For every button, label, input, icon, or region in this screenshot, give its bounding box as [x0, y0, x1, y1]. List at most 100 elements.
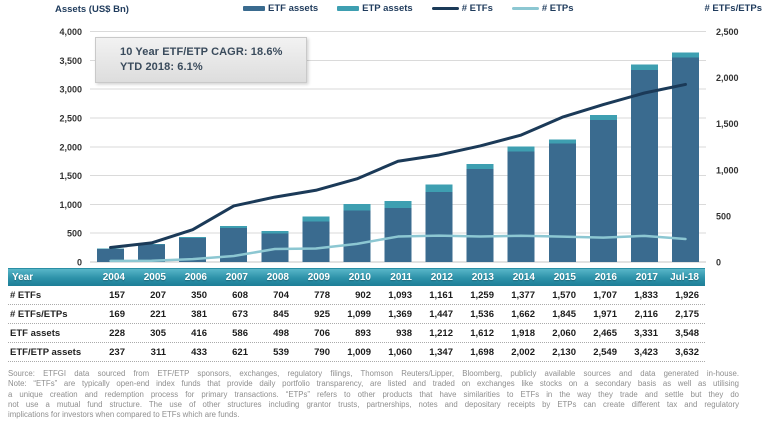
etf-assets-bar — [384, 207, 412, 262]
etp-assets-bar — [220, 226, 248, 229]
table-cell: 902 — [355, 289, 371, 301]
table-cell: 621 — [232, 346, 248, 358]
table-cell: 1,662 — [511, 308, 535, 320]
cagr-annotation-line2: YTD 2018: 6.1% — [120, 61, 203, 73]
table-cell: 305 — [150, 327, 166, 339]
legend-swatch — [431, 7, 459, 10]
right-axis-tick-label: 1,000 — [716, 165, 739, 175]
left-axis-title: Assets (US$ Bn) — [55, 4, 129, 15]
etf-assets-bar — [425, 192, 453, 262]
table-header-cell: 2012 — [430, 272, 453, 283]
right-axis-title: # ETFs/ETPs — [704, 3, 762, 14]
left-axis-tick-label: 1,500 — [59, 171, 82, 181]
etp-assets-bars — [97, 52, 699, 249]
source-footnotes: Source: ETFGI data sourced from ETF/ETP … — [8, 369, 739, 420]
table-cell: 2,130 — [552, 346, 576, 358]
table-cell: 586 — [232, 327, 248, 339]
etf-assets-bar — [302, 221, 330, 262]
n-etfs-line — [109, 82, 687, 250]
combo-chart: 05001,0001,5002,0002,5003,0003,5004,0000… — [59, 27, 739, 268]
right-axis-tick-labels: 0 500 1,000 1,500 2,000 2,500 — [716, 27, 739, 268]
table-cell: 1,447 — [429, 308, 453, 320]
n-etps-line — [109, 234, 687, 263]
table-cell: 1,093 — [388, 289, 412, 301]
etf-assets-bar — [589, 119, 617, 262]
etf-assets-bar — [97, 248, 125, 262]
table-header-year-label: Year — [12, 272, 34, 283]
table-cell: 1,926 — [675, 289, 699, 301]
table-cell: 3,423 — [634, 346, 658, 358]
table-header-cell: 2017 — [635, 272, 658, 283]
etp-assets-bar — [548, 139, 576, 144]
footnote-line: implications for investors when compared… — [8, 410, 240, 420]
table-cell: 1,369 — [388, 308, 412, 320]
table-cell: 893 — [355, 327, 371, 339]
right-axis-tick-label: 2,500 — [716, 27, 739, 37]
cagr-annotation: 10 Year ETF/ETP CAGR: 18.6% YTD 2018: 6.… — [95, 37, 307, 83]
table-cell: 1,099 — [347, 308, 371, 320]
table-header-cell: 2004 — [102, 272, 125, 283]
table-cell: 228 — [109, 327, 125, 339]
left-axis-tick-label: 2,500 — [59, 113, 82, 123]
etp-assets-bar — [671, 52, 699, 58]
legend-item-etfs: # ETFs — [431, 3, 493, 14]
left-axis-tick-label: 0 — [77, 258, 82, 268]
left-axis-tick-label: 3,500 — [59, 56, 82, 66]
table-cell: 1,347 — [429, 346, 453, 358]
left-axis-tick-label: 1,000 — [59, 200, 82, 210]
left-axis-tick-label: 3,000 — [59, 85, 82, 95]
table-cell: 2,549 — [593, 346, 617, 358]
table-cell: 381 — [191, 308, 207, 320]
table-row-label: # ETFs — [10, 289, 42, 301]
table-cell: 845 — [273, 308, 289, 320]
left-axis-tick-label: 500 — [67, 229, 82, 239]
table-header-cell: 2007 — [225, 272, 248, 283]
etf-assets-bar — [630, 70, 658, 263]
right-axis-tick-label: 0 — [716, 258, 721, 268]
table-header-cell: 2010 — [348, 272, 371, 283]
table-row-label: ETF/ETP assets — [10, 346, 82, 358]
footnote-line: Source: ETFGI data sourced from ETF/ETP … — [8, 369, 739, 378]
legend-label: ETP assets — [362, 3, 413, 14]
table-cell: 1,698 — [470, 346, 494, 358]
etf-assets-bar — [138, 244, 166, 262]
legend-item-etp-assets: ETP assets — [337, 3, 413, 14]
table-cell: 207 — [150, 289, 166, 301]
chart-gridlines — [90, 31, 706, 263]
chart-legend: ETF assets ETP assets # ETFs # ETPs — [243, 3, 574, 14]
table-cell: 350 — [191, 289, 207, 301]
etp-assets-bar — [179, 237, 207, 239]
table-cell: 938 — [396, 327, 412, 339]
table-cell: 1,612 — [470, 327, 494, 339]
etp-assets-bar — [466, 164, 494, 170]
etf-assets-bar — [548, 143, 576, 262]
table-cell: 1,009 — [347, 346, 371, 358]
table-cell: 1,918 — [511, 327, 535, 339]
legend-swatch — [337, 6, 360, 11]
legend-swatch — [243, 6, 265, 11]
footnote-line: not use a mutual fund structure. The use… — [8, 399, 739, 409]
table-cell: 778 — [314, 289, 330, 301]
table-cell: 925 — [314, 308, 330, 320]
table-cell: 1,971 — [593, 308, 617, 320]
legend-label: # ETPs — [541, 3, 574, 14]
table-header-cell: 2006 — [184, 272, 207, 283]
etp-assets-bar — [507, 146, 535, 152]
legend-label: # ETFs — [461, 3, 493, 14]
right-axis-tick-label: 500 — [716, 211, 731, 221]
etp-assets-bar — [343, 203, 371, 211]
table-cell: 1,060 — [388, 346, 412, 358]
table-cell: 1,833 — [634, 289, 658, 301]
table-cell: 1,259 — [470, 289, 494, 301]
table-cell: 1,845 — [552, 308, 576, 320]
etf-assets-bar — [466, 169, 494, 262]
table-cell: 169 — [109, 308, 125, 320]
table-cell: 157 — [109, 289, 125, 301]
legend-label: ETF assets — [268, 3, 319, 14]
legend-item-etps: # ETPs — [511, 3, 574, 14]
table-row: ETF/ETP assets 237 311 433 621 539 790 1,009 1,0… — [8, 343, 705, 362]
table-cell: 1,377 — [511, 289, 535, 301]
table-cell: 539 — [273, 346, 289, 358]
table-cell: 237 — [109, 346, 125, 358]
